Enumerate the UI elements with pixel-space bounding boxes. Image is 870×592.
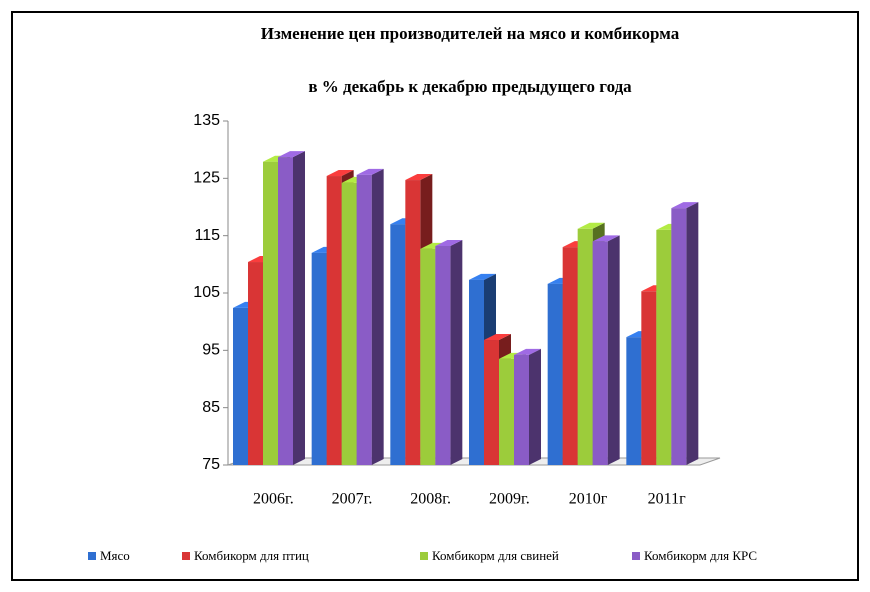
- chart-subtitle: в % декабрь к декабрю предыдущего года: [308, 77, 632, 96]
- legend-label: Комбикорм для свиней: [432, 548, 559, 563]
- bar-front: [326, 176, 342, 466]
- legend-label: Комбикорм для птиц: [194, 548, 309, 563]
- bar-top: [356, 168, 384, 175]
- bar-top: [469, 273, 496, 280]
- x-tick-label: 2011г: [648, 491, 686, 508]
- bar-front: [435, 245, 451, 465]
- bar-side: [371, 168, 384, 466]
- bar-front: [405, 180, 421, 465]
- bar-front: [547, 283, 563, 465]
- bar-top: [484, 334, 511, 341]
- bar-front: [469, 279, 484, 465]
- x-tick-label: 2008г.: [410, 491, 451, 508]
- y-tick-label: 115: [194, 227, 220, 244]
- x-tick-label: 2009г.: [489, 491, 530, 508]
- bar-front: [562, 247, 578, 465]
- bar: [435, 239, 463, 465]
- y-tick-label: 105: [193, 284, 220, 301]
- legend-label: Комбикорм для КРС: [644, 548, 757, 563]
- bar-front: [248, 262, 263, 465]
- bar-front: [278, 157, 293, 465]
- bar: [671, 202, 699, 465]
- bar-front: [626, 337, 642, 465]
- bar-front: [356, 174, 372, 466]
- bar: [278, 151, 305, 465]
- y-tick-label: 95: [202, 342, 220, 359]
- bar-front: [390, 224, 406, 465]
- y-tick-label: 75: [202, 456, 220, 473]
- bar: [592, 235, 620, 465]
- bar-side: [293, 151, 305, 465]
- bar-top: [514, 348, 541, 355]
- bar-top: [326, 170, 354, 177]
- bar: [514, 348, 541, 465]
- legend-label: Мясо: [100, 548, 130, 563]
- bar-top: [592, 235, 620, 242]
- bar-side: [607, 235, 620, 465]
- bar-front: [656, 229, 672, 465]
- legend-swatch: [420, 552, 428, 560]
- bar-top: [405, 174, 433, 181]
- bar: [356, 168, 384, 466]
- bar-front: [499, 358, 514, 465]
- y-tick-label: 125: [193, 170, 220, 187]
- bar-front: [420, 248, 436, 465]
- bar-top: [577, 222, 605, 229]
- bar-top: [435, 239, 463, 246]
- y-tick-label: 85: [202, 399, 220, 416]
- bar-front: [233, 307, 248, 465]
- legend-swatch: [182, 552, 190, 560]
- bar-top: [671, 202, 699, 209]
- bar-side: [686, 202, 699, 465]
- bar-top: [278, 151, 305, 158]
- bar-front: [311, 252, 327, 465]
- legend-swatch: [88, 552, 96, 560]
- x-tick-label: 2007г.: [332, 491, 373, 508]
- bar-front: [341, 182, 357, 466]
- bar-front: [263, 161, 278, 465]
- x-tick-label: 2010г: [569, 491, 608, 508]
- bar-front: [641, 291, 657, 465]
- chart-title: Изменение цен производителей на мясо и к…: [261, 24, 680, 43]
- bar-side: [529, 348, 541, 465]
- legend-swatch: [632, 552, 640, 560]
- bar-front: [671, 208, 687, 465]
- bar-front: [592, 241, 608, 465]
- bar-front: [514, 354, 529, 465]
- bar-side: [450, 239, 463, 465]
- x-tick-label: 2006г.: [253, 491, 294, 508]
- y-tick-label: 135: [193, 112, 220, 129]
- bar-front: [577, 228, 593, 465]
- bar-front: [484, 340, 499, 465]
